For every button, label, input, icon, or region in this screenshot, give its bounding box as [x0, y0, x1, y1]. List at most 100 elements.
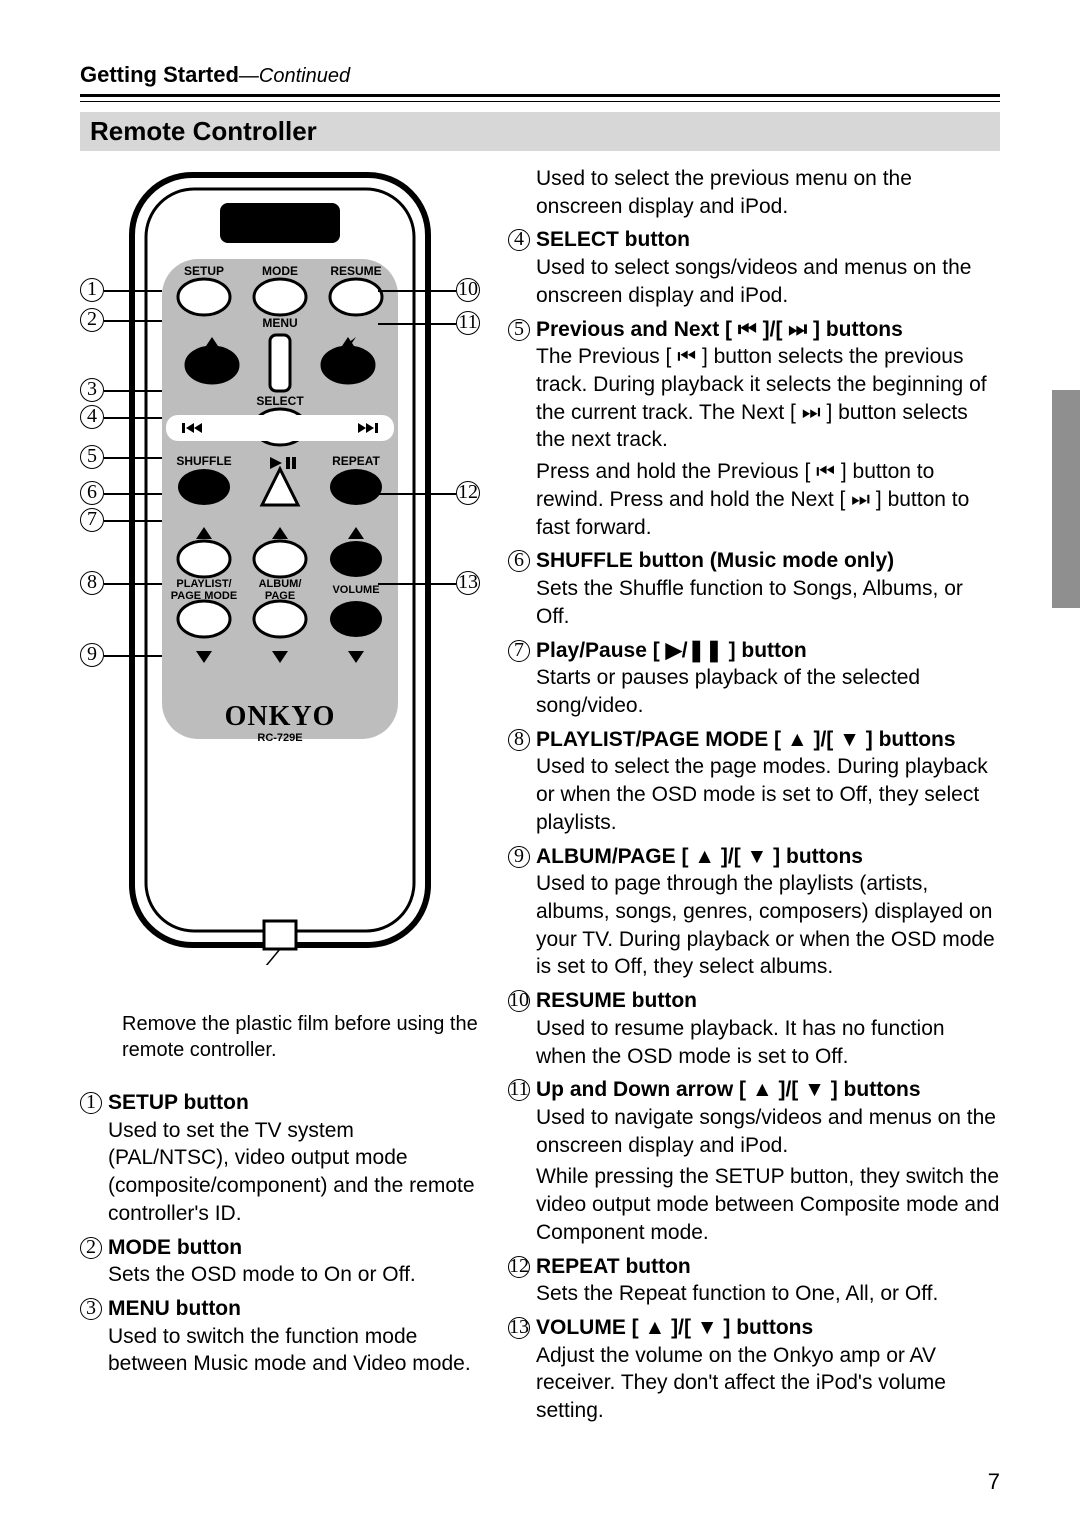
- desc-item: 9ALBUM/PAGE [ ▲ ]/[ ▼ ] buttonsUsed to p…: [508, 843, 1000, 982]
- desc-text: Sets the Shuffle function to Songs, Albu…: [536, 575, 1000, 630]
- svg-text:ONKYO: ONKYO: [225, 701, 336, 732]
- desc-body: SHUFFLE button (Music mode only)Sets the…: [536, 547, 1000, 630]
- desc-body: RESUME buttonUsed to resume playback. It…: [536, 987, 1000, 1070]
- desc-title: Up and Down arrow [ ▲ ]/[ ▼ ] buttons: [536, 1076, 1000, 1104]
- desc-body: Used to select the previous menu on the …: [536, 165, 1000, 220]
- right-column: Used to select the previous menu on the …: [508, 165, 1000, 1431]
- svg-text:REPEAT: REPEAT: [332, 454, 380, 468]
- resume-label: RESUME: [330, 264, 381, 278]
- desc-title: RESUME button: [536, 987, 1000, 1015]
- desc-text: Used to resume playback. It has no funct…: [536, 1015, 1000, 1070]
- desc-body: MODE buttonSets the OSD mode to On or Of…: [108, 1234, 480, 1289]
- desc-num: 1: [80, 1089, 108, 1228]
- desc-item: 5Previous and Next [ ⏮ ]/[ ⏭ ] buttonsTh…: [508, 316, 1000, 542]
- desc-title: ALBUM/PAGE [ ▲ ]/[ ▼ ] buttons: [536, 843, 1000, 871]
- desc-title: SHUFFLE button (Music mode only): [536, 547, 1000, 575]
- callout-4: 4: [80, 405, 104, 429]
- callout-9: 9: [80, 643, 104, 667]
- callout-line: [104, 417, 162, 419]
- desc-text: The Previous [ ⏮ ] button selects the pr…: [536, 343, 1000, 454]
- desc-item: 11Up and Down arrow [ ▲ ]/[ ▼ ] buttonsU…: [508, 1076, 1000, 1246]
- desc-text: Used to page through the playlists (arti…: [536, 870, 1000, 981]
- remote-caption: Remove the plastic film before using the…: [80, 1011, 480, 1063]
- callout-6: 6: [80, 481, 104, 505]
- desc-item: 8PLAYLIST/PAGE MODE [ ▲ ]/[ ▼ ] buttonsU…: [508, 726, 1000, 837]
- svg-text:RC-729E: RC-729E: [257, 732, 302, 744]
- desc-body: SELECT buttonUsed to select songs/videos…: [536, 226, 1000, 309]
- content-columns: SETUP MODE RESUME MENU S: [80, 165, 1000, 1431]
- desc-text: Sets the Repeat function to One, All, or…: [536, 1280, 1000, 1308]
- manual-page: Getting Started—Continued Remote Control…: [0, 0, 1080, 1471]
- desc-num: 7: [508, 637, 536, 720]
- callout-line: [378, 583, 456, 585]
- desc-item: 4SELECT buttonUsed to select songs/video…: [508, 226, 1000, 309]
- desc-body: VOLUME [ ▲ ]/[ ▼ ] buttonsAdjust the vol…: [536, 1314, 1000, 1425]
- desc-text: Used to select the page modes. During pl…: [536, 753, 1000, 836]
- desc-num: 8: [508, 726, 536, 837]
- callout-line: [378, 290, 456, 292]
- svg-text:SHUFFLE: SHUFFLE: [176, 454, 231, 468]
- description-list-left: 1SETUP buttonUsed to set the TV system (…: [80, 1089, 480, 1378]
- desc-title: VOLUME [ ▲ ]/[ ▼ ] buttons: [536, 1314, 1000, 1342]
- desc-title: Previous and Next [ ⏮ ]/[ ⏭ ] buttons: [536, 316, 1000, 344]
- desc-item: 2MODE buttonSets the OSD mode to On or O…: [80, 1234, 480, 1289]
- desc-num: 6: [508, 547, 536, 630]
- desc-num: 11: [508, 1076, 536, 1246]
- callout-line: [104, 390, 162, 392]
- thumb-tab: [1052, 390, 1080, 608]
- callout-2: 2: [80, 308, 104, 332]
- desc-num: 5: [508, 316, 536, 542]
- desc-text: Press and hold the Previous [ ⏮ ] button…: [536, 458, 1000, 541]
- desc-num: 2: [80, 1234, 108, 1289]
- mode-label: MODE: [262, 264, 298, 278]
- desc-item: 12REPEAT buttonSets the Repeat function …: [508, 1253, 1000, 1308]
- desc-num: 12: [508, 1253, 536, 1308]
- callout-13: 13: [456, 571, 480, 595]
- left-column: SETUP MODE RESUME MENU S: [80, 165, 480, 1431]
- callout-11: 11: [456, 311, 480, 335]
- desc-body: Up and Down arrow [ ▲ ]/[ ▼ ] buttonsUse…: [536, 1076, 1000, 1246]
- desc-num: 4: [508, 226, 536, 309]
- callout-7: 7: [80, 508, 104, 532]
- desc-title: SELECT button: [536, 226, 1000, 254]
- page-number: 7: [988, 1469, 1000, 1495]
- desc-text: Used to set the TV system (PAL/NTSC), vi…: [108, 1117, 480, 1228]
- section-suffix: —Continued: [239, 65, 350, 87]
- callout-3: 3: [80, 378, 104, 402]
- callout-line: [104, 457, 162, 459]
- desc-item: 6SHUFFLE button (Music mode only)Sets th…: [508, 547, 1000, 630]
- callout-10: 10: [456, 278, 480, 302]
- desc-num: 10: [508, 987, 536, 1070]
- callout-line: [378, 493, 456, 495]
- callout-1: 1: [80, 278, 104, 302]
- callout-line: [104, 655, 162, 657]
- desc-title: MENU button: [108, 1295, 480, 1323]
- divider: [80, 94, 1000, 102]
- desc-item: Used to select the previous menu on the …: [508, 165, 1000, 220]
- desc-title: SETUP button: [108, 1089, 480, 1117]
- desc-num: [508, 165, 536, 220]
- desc-item: 1SETUP buttonUsed to set the TV system (…: [80, 1089, 480, 1228]
- svg-text:VOLUME: VOLUME: [332, 584, 379, 596]
- desc-title: Play/Pause [ ▶/❚❚ ] button: [536, 637, 1000, 665]
- callout-line: [104, 520, 162, 522]
- callout-line: [104, 320, 162, 322]
- desc-num: 3: [80, 1295, 108, 1378]
- desc-item: 3MENU buttonUsed to switch the function …: [80, 1295, 480, 1378]
- desc-body: REPEAT buttonSets the Repeat function to…: [536, 1253, 1000, 1308]
- desc-num: 13: [508, 1314, 536, 1425]
- desc-title: REPEAT button: [536, 1253, 1000, 1281]
- desc-body: ALBUM/PAGE [ ▲ ]/[ ▼ ] buttonsUsed to pa…: [536, 843, 1000, 982]
- breadcrumb: Getting Started—Continued: [80, 62, 1000, 88]
- desc-text: Used to navigate songs/videos and menus …: [536, 1104, 1000, 1159]
- desc-text: Used to switch the function mode between…: [108, 1323, 480, 1378]
- desc-body: MENU buttonUsed to switch the function m…: [108, 1295, 480, 1378]
- desc-text: Sets the OSD mode to On or Off.: [108, 1261, 480, 1289]
- svg-text:SELECT: SELECT: [256, 394, 304, 408]
- desc-text: Used to select the previous menu on the …: [536, 165, 1000, 220]
- remote-diagram: SETUP MODE RESUME MENU S: [80, 165, 480, 1005]
- section-name: Getting Started: [80, 62, 239, 87]
- callout-line: [104, 583, 162, 585]
- desc-body: Previous and Next [ ⏮ ]/[ ⏭ ] buttonsThe…: [536, 316, 1000, 542]
- callout-5: 5: [80, 445, 104, 469]
